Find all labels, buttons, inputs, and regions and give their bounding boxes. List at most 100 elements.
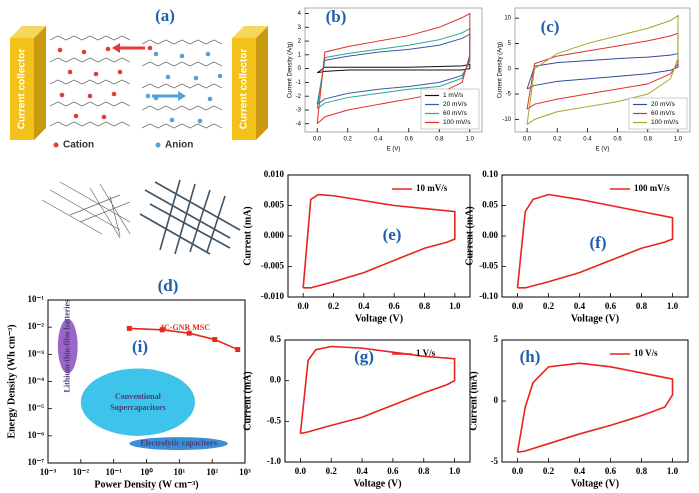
y-tick-label: -3	[296, 108, 302, 114]
panel-a: Current collector Current collector Cati…	[10, 6, 268, 151]
legend-label: 60 mV/s	[443, 110, 468, 117]
series-line	[302, 193, 456, 289]
x-tick-label: 1.0	[667, 466, 679, 476]
region	[129, 437, 228, 451]
x-tick-label: 1.0	[466, 137, 475, 143]
y-axis-title: Current (mA)	[464, 206, 475, 266]
y-tick-label: -0.5	[267, 415, 282, 425]
x-tick-label: 0.0	[512, 301, 524, 311]
chart-panel: -0.10 -0.05 0.00 0.05 0.10 0.0 0.2 0.4 0.6 0.8 1.0…	[464, 169, 689, 324]
x-tick-label: 0.6	[405, 137, 414, 143]
y-tick-label: 10⁻³	[28, 348, 45, 358]
y-axis-title: Current Density (A/g)	[288, 42, 294, 98]
anions	[145, 51, 223, 124]
x-tick-label: 0.2	[543, 466, 555, 476]
y-axis-title: Current (mA)	[242, 371, 253, 431]
chart-panel: -4 -3 -2 -1 0 1 2 3 4 0.0 0.2 0.4 0.6 0.8 1.0 Current D…	[288, 7, 483, 153]
y-tick-label: -4	[296, 121, 302, 127]
collector-left	[10, 38, 34, 140]
x-tick-label: 10²	[206, 467, 218, 477]
x-tick-label: 0.4	[356, 466, 368, 476]
region-label: Electrolytic capacitors	[140, 438, 217, 447]
series-line	[526, 14, 679, 125]
x-axis-title: Voltage (V)	[571, 313, 619, 324]
panel-label: (d)	[158, 276, 179, 295]
x-axis-title: Power Density (W cm⁻³)	[94, 479, 198, 490]
panel-d: (d)	[41, 179, 241, 295]
y-tick-label: 10	[504, 16, 511, 22]
y-tick-label: 2	[298, 39, 302, 45]
y-tick-label: 0.10	[482, 169, 498, 179]
legend-label: 60 mV/s	[651, 110, 676, 117]
graphene-layers	[49, 35, 223, 129]
y-tick-label: -5	[491, 456, 499, 466]
x-tick-label: 0.6	[389, 301, 401, 311]
x-tick-label: 0.2	[543, 301, 555, 311]
y-tick-label: 10⁻¹	[28, 294, 45, 304]
x-tick-label: 0.6	[605, 301, 617, 311]
x-tick-label: 10⁻¹	[105, 467, 122, 477]
panel-label: (g)	[354, 347, 374, 366]
arrowhead	[112, 43, 120, 53]
legend-label: Anion	[165, 140, 193, 151]
y-tick-label: 3	[298, 25, 302, 31]
plot-frame	[287, 174, 471, 298]
x-tick-label: 1.0	[667, 301, 679, 311]
region	[80, 368, 195, 436]
x-tick-label: 0.4	[358, 301, 370, 311]
x-tick-label: 10⁻³	[40, 467, 57, 477]
plot-frame	[304, 7, 483, 133]
x-tick-label: 0.2	[328, 301, 340, 311]
y-tick-label: -0.005	[261, 261, 285, 271]
y-tick-label: 5	[508, 41, 512, 47]
y-axis-title: Current Density (A/g)	[498, 42, 504, 98]
x-axis-title: E (V)	[596, 147, 610, 153]
legend-label: 100 mV/s	[651, 119, 679, 126]
y-tick-label: 0	[494, 395, 499, 405]
x-tick-label: 10⁻²	[73, 467, 90, 477]
x-tick-label: 0.4	[574, 466, 586, 476]
region-label: Conventional Supercapacitors	[110, 392, 165, 412]
x-tick-label: 0.0	[298, 301, 310, 311]
panel-label: (c)	[541, 17, 560, 36]
data-point	[159, 327, 165, 333]
chart-panel: -5 0 5 0.0 0.2 0.4 0.6 0.8 1.0 Current (mA) Voltag…	[468, 334, 689, 489]
region	[57, 318, 78, 374]
panel-label: (i)	[132, 337, 148, 356]
legend-label: 20 mV/s	[651, 101, 676, 108]
x-tick-label: 1.0	[449, 466, 461, 476]
data-point	[186, 330, 192, 336]
y-tick-label: 0.0	[270, 375, 282, 385]
panel-label: (h)	[520, 347, 541, 366]
x-axis-title: Voltage (V)	[355, 313, 403, 324]
y-tick-label: -0.010	[261, 291, 285, 301]
legend-label: 4C-GNR MSC	[160, 323, 210, 332]
x-tick-label: 0.0	[313, 137, 322, 143]
series-line	[516, 193, 674, 289]
x-tick-label: 0.0	[295, 466, 307, 476]
x-tick-label: 10⁰	[140, 467, 153, 477]
y-tick-label: 0	[508, 66, 512, 72]
panel-label: (f)	[590, 233, 607, 252]
y-tick-label: 10⁻²	[28, 321, 45, 331]
y-tick-label: -5	[506, 92, 512, 98]
legend-marker	[155, 142, 161, 148]
x-tick-label: 0.6	[387, 466, 399, 476]
y-tick-label: 10⁻⁴	[28, 376, 45, 386]
collector-side	[34, 26, 46, 140]
x-tick-label: 0.8	[435, 137, 444, 143]
series-line	[316, 12, 471, 125]
collector-label: Current collector	[17, 49, 28, 130]
legend-label: 1 mV/s	[443, 92, 464, 99]
legend-label: 20 mV/s	[443, 101, 468, 108]
x-tick-label: 0.8	[636, 301, 648, 311]
y-axis-title: Current (mA)	[242, 206, 253, 266]
x-tick-label: 0.0	[512, 466, 524, 476]
panel-label: (a)	[155, 6, 175, 25]
x-tick-label: 0.8	[418, 466, 430, 476]
y-tick-label: 0.010	[264, 169, 285, 179]
legend-label: 10 V/s	[634, 348, 658, 358]
legend-label: 10 mV/s	[416, 183, 448, 193]
y-tick-label: 4	[298, 11, 302, 17]
x-tick-label: 0.8	[636, 466, 648, 476]
